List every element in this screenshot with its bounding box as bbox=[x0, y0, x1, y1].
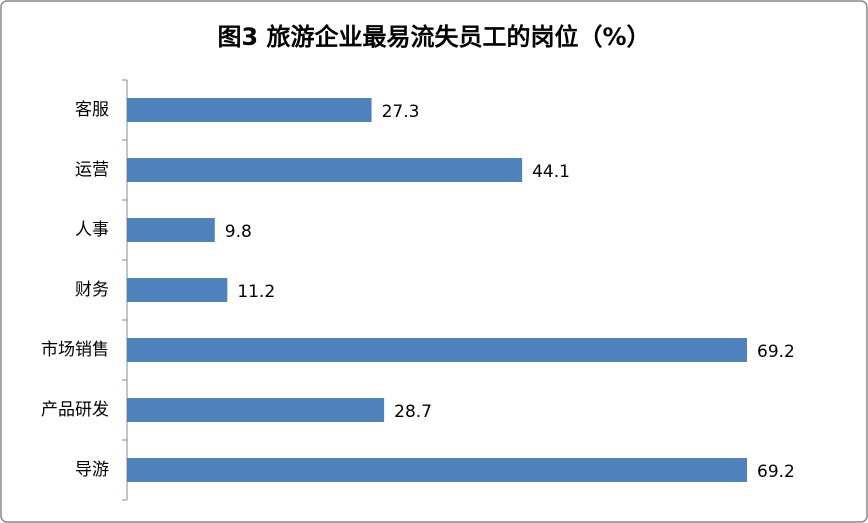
bar bbox=[127, 338, 747, 362]
data-label: 69.2 bbox=[757, 342, 795, 362]
bar bbox=[127, 398, 385, 422]
y-tick-label: 市场销售 bbox=[41, 340, 109, 360]
y-tick-label: 客服 bbox=[75, 100, 109, 120]
data-label: 69.2 bbox=[757, 462, 795, 482]
y-tick-label: 人事 bbox=[75, 220, 109, 240]
bar bbox=[127, 98, 372, 122]
y-tick-label: 产品研发 bbox=[41, 400, 109, 420]
data-label: 44.1 bbox=[532, 162, 570, 182]
chart-title: 图3 旅游企业最易流失员工的岗位（%） bbox=[217, 23, 650, 51]
bar bbox=[127, 458, 747, 482]
data-label: 11.2 bbox=[237, 282, 275, 302]
data-label: 27.3 bbox=[382, 102, 420, 122]
y-tick-label: 运营 bbox=[75, 160, 109, 180]
data-label: 28.7 bbox=[394, 402, 432, 422]
bar bbox=[127, 218, 215, 242]
y-tick-label: 导游 bbox=[75, 460, 109, 480]
bar bbox=[127, 158, 523, 182]
bar bbox=[127, 278, 228, 302]
y-tick-label: 财务 bbox=[75, 280, 109, 300]
data-label: 9.8 bbox=[225, 222, 252, 242]
